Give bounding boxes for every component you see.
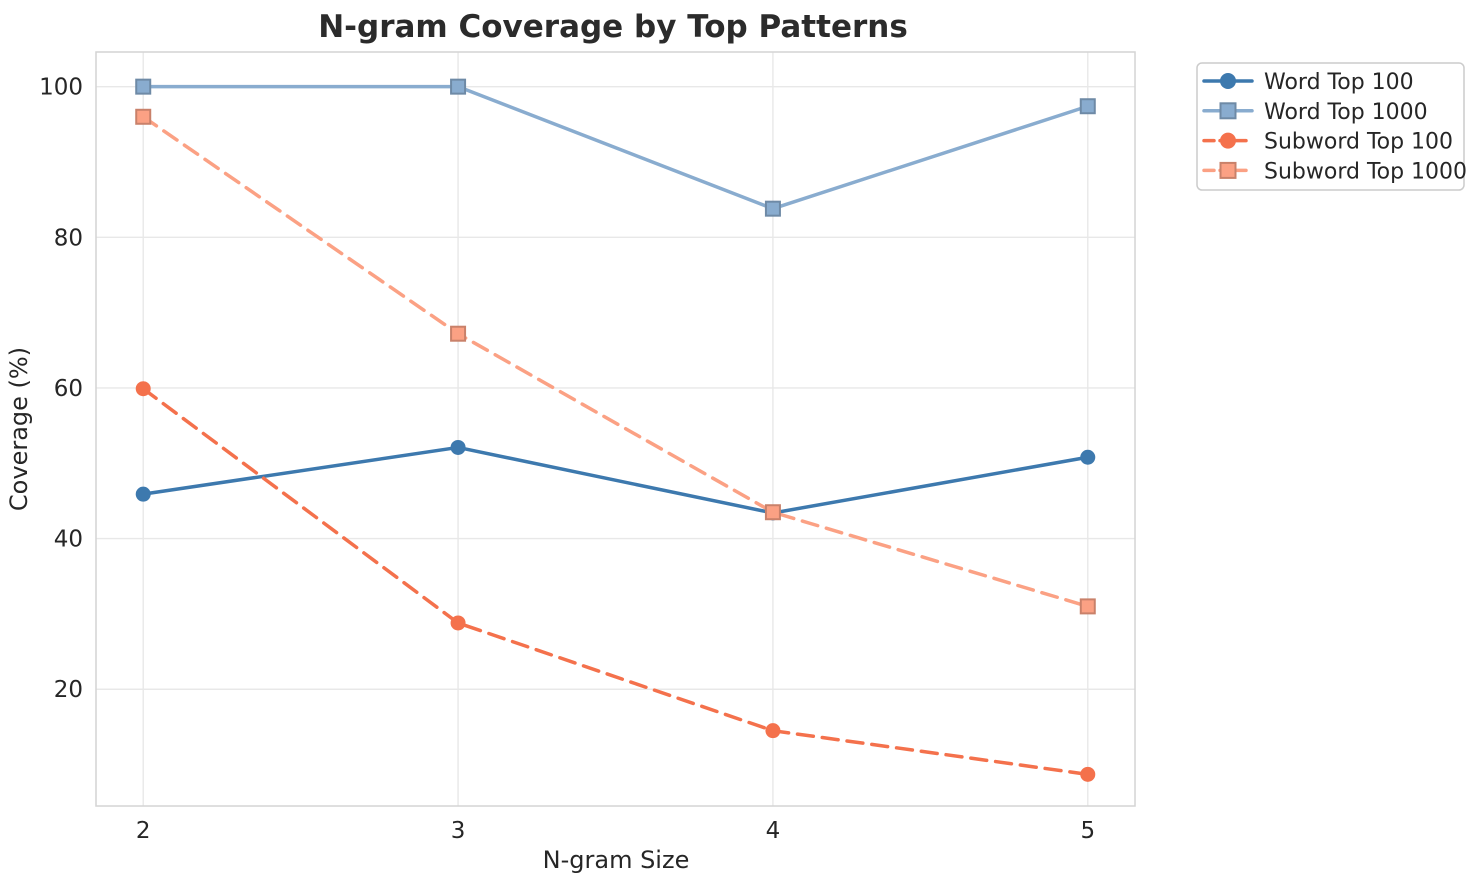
marker-word-top-100-x2 [135,486,151,502]
series-line-subword-top-100 [141,386,1090,777]
plot-border-layer [95,51,1136,807]
y-axis-label: Coverage (%) [5,347,33,511]
legend-label-subword-top-1000: Subword Top 1000 [1264,159,1467,184]
legend-label-subword-top-100: Subword Top 100 [1264,130,1453,155]
x-tick-label-3: 3 [451,818,466,844]
series-layer [135,78,1096,782]
marker-subword-top-100-x4 [765,723,781,739]
y-tick-label-80: 80 [54,225,83,251]
marker-subword-top-1000-x5 [1079,598,1096,615]
y-tick-label-20: 20 [54,677,83,703]
legend-marker-word-top-1000 [1219,102,1237,120]
legend-marker-subword-top-100 [1220,132,1236,149]
marker-subword-top-1000-x3 [450,325,467,342]
legend-box [1196,62,1465,191]
chart-title: N-gram Coverage by Top Patterns [318,9,908,45]
legend-item-subword-top-100: Subword Top 100 [1202,130,1453,155]
marker-word-top-100-x3 [450,439,466,455]
plot-border [95,51,1136,807]
series-word-top-1000 [135,78,1096,217]
legend-label-word-top-1000: Word Top 1000 [1264,100,1428,125]
marker-subword-top-1000-x2 [135,108,152,125]
marker-subword-top-100-x3 [450,615,466,631]
x-tick-label-5: 5 [1080,818,1095,844]
y-tick-label-60: 60 [54,376,83,402]
y-tick-label-100: 100 [39,75,83,101]
x-tick-label-4: 4 [766,818,781,844]
series-subword-top-1000 [135,108,1096,615]
marker-word-top-1000-x4 [764,200,781,217]
series-word-top-100 [135,439,1096,521]
marker-word-top-1000-x2 [135,78,152,95]
marker-subword-top-100-x5 [1080,766,1096,782]
legend: Word Top 100 Word Top 1000 Subword Top 100… [1196,62,1467,191]
legend-item-word-top-100: Word Top 100 [1202,70,1414,95]
grid-layer [96,52,1135,806]
marker-word-top-1000-x5 [1079,98,1096,115]
x-tick-label-2: 2 [136,818,151,844]
legend-marker-subword-top-1000 [1219,161,1237,179]
series-line-word-top-1000 [141,84,1090,211]
marker-word-top-100-x5 [1080,449,1096,465]
y-tick-label-40: 40 [54,527,83,553]
marker-subword-top-1000-x4 [764,504,781,521]
legend-item-subword-top-1000: Subword Top 1000 [1202,159,1467,184]
series-subword-top-100 [135,381,1096,782]
series-line-word-top-100 [141,445,1090,515]
plot-background [96,52,1135,806]
legend-marker-word-top-100 [1220,73,1236,89]
x-axis-label: N-gram Size [543,846,690,874]
marker-subword-top-100-x2 [135,381,151,397]
series-line-subword-top-1000 [141,115,1090,609]
tick-label-layer: 2 3 4 5 20 40 60 80 100 [39,75,1095,844]
legend-label-word-top-100: Word Top 100 [1264,70,1414,95]
marker-word-top-1000-x3 [450,78,467,95]
legend-item-word-top-1000: Word Top 1000 [1202,100,1428,125]
